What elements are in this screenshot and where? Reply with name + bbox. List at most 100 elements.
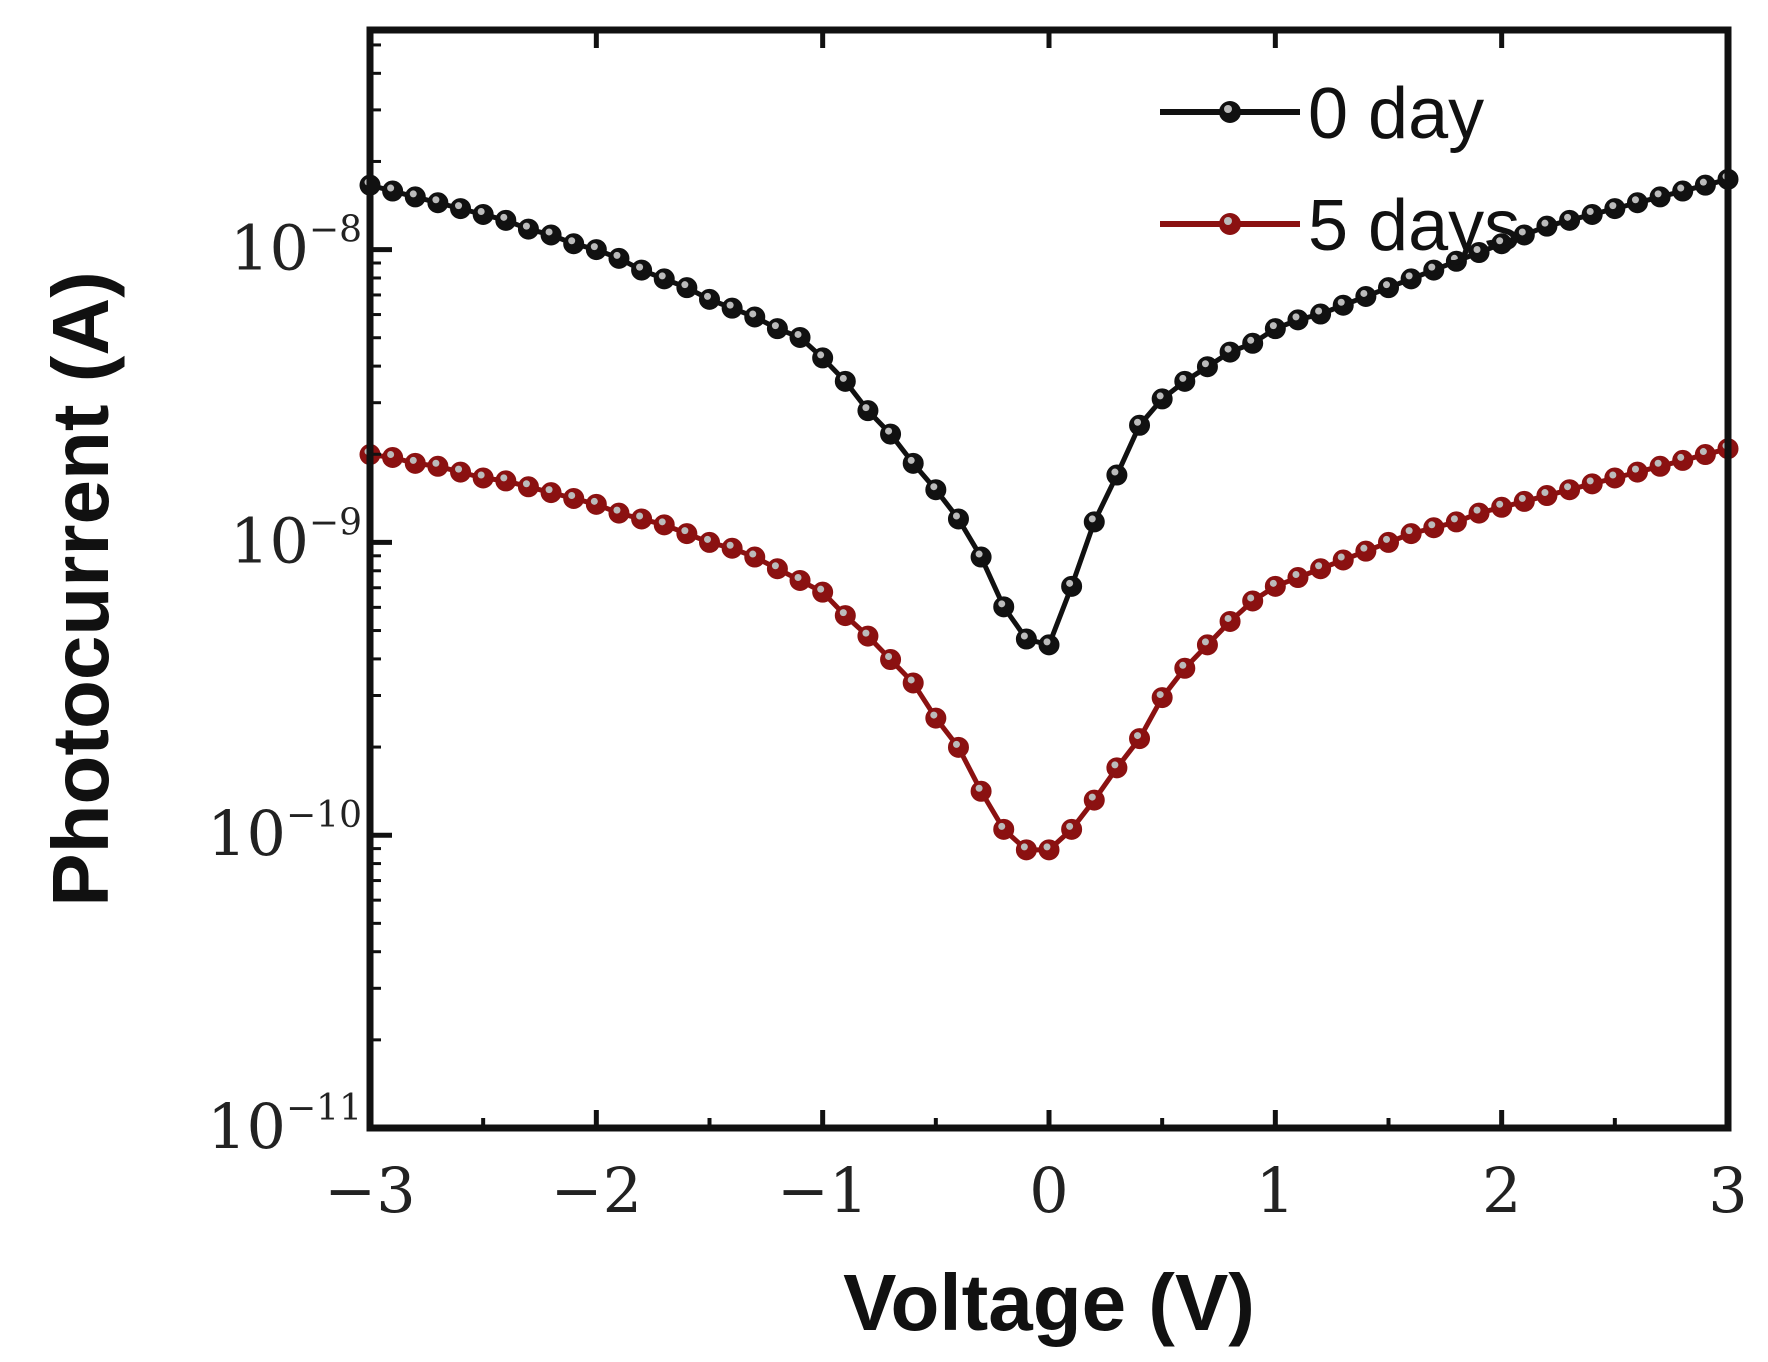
- data-point-highlight: [1428, 521, 1436, 529]
- y-tick-exponent: −11: [286, 1088, 362, 1129]
- data-point: [1038, 839, 1060, 861]
- data-point-highlight: [1541, 489, 1549, 497]
- data-point-highlight: [817, 351, 825, 359]
- data-point: [563, 487, 585, 509]
- data-point: [1581, 203, 1603, 225]
- data-point-highlight: [1066, 822, 1074, 830]
- data-point: [1038, 634, 1060, 656]
- data-point: [1129, 414, 1151, 436]
- x-tick-label: 3: [1708, 1154, 1747, 1227]
- data-point-highlight: [1224, 614, 1232, 622]
- data-point-highlight: [1496, 500, 1504, 508]
- y-tick-label: 10−10: [207, 795, 362, 870]
- data-point-highlight: [1518, 494, 1526, 502]
- legend-item: 5 days: [1160, 186, 1520, 266]
- data-point: [1332, 549, 1354, 571]
- y-tick-base: 10: [207, 1090, 286, 1163]
- data-point-highlight: [1269, 579, 1277, 587]
- data-point: [1106, 757, 1128, 779]
- data-point: [1423, 517, 1445, 539]
- x-tick-label: 0: [1029, 1154, 1068, 1227]
- data-point: [1649, 455, 1671, 477]
- data-point-highlight: [794, 330, 802, 338]
- data-point: [653, 514, 675, 536]
- data-point: [1604, 198, 1626, 220]
- data-point-highlight: [1088, 793, 1096, 801]
- data-point: [834, 605, 856, 627]
- data-point: [1536, 215, 1558, 237]
- data-point: [585, 493, 607, 515]
- data-point-highlight: [1360, 544, 1368, 552]
- data-point-highlight: [1677, 184, 1685, 192]
- data-point: [1061, 575, 1083, 597]
- data-point-highlight: [1134, 418, 1142, 426]
- data-point: [517, 218, 539, 240]
- data-point-highlight: [1654, 459, 1662, 467]
- data-point: [404, 186, 426, 208]
- x-tick-label: −3: [324, 1154, 415, 1227]
- data-point: [1219, 610, 1241, 632]
- data-point-highlight: [1292, 571, 1300, 579]
- data-point-highlight: [1315, 307, 1323, 315]
- data-point: [1015, 839, 1037, 861]
- data-point: [1491, 496, 1513, 518]
- data-point-highlight: [1043, 638, 1051, 646]
- data-point-highlight: [1134, 732, 1142, 740]
- data-point-highlight: [1654, 190, 1662, 198]
- data-point: [721, 537, 743, 559]
- data-point-highlight: [1066, 579, 1074, 587]
- data-point: [540, 224, 562, 246]
- data-point-highlight: [636, 263, 644, 271]
- data-point: [1445, 511, 1467, 533]
- data-point-highlight: [952, 740, 960, 748]
- data-point-highlight: [545, 486, 553, 494]
- y-tick-label: 10−11: [207, 1088, 362, 1163]
- legend: 0 day 5 days: [1160, 74, 1520, 266]
- data-point: [1242, 590, 1264, 612]
- data-point-highlight: [1586, 207, 1594, 215]
- data-point-highlight: [862, 404, 870, 412]
- data-point-highlight: [975, 550, 983, 558]
- x-tick-label: 1: [1256, 1154, 1295, 1227]
- data-point: [472, 203, 494, 225]
- series-layer: [359, 168, 1739, 861]
- data-point: [1468, 242, 1490, 264]
- data-point-highlight: [998, 600, 1006, 608]
- data-point: [1672, 449, 1694, 471]
- data-point: [1287, 567, 1309, 589]
- data-point-highlight: [1292, 313, 1300, 321]
- data-point-highlight: [1541, 219, 1549, 227]
- y-tick-label: 10−9: [230, 502, 362, 577]
- data-point-highlight: [1020, 843, 1028, 851]
- data-point: [880, 649, 902, 671]
- data-point-highlight: [771, 562, 779, 570]
- data-point-highlight: [1020, 632, 1028, 640]
- data-point-highlight: [1179, 661, 1187, 669]
- data-point-highlight: [1564, 213, 1572, 221]
- y-tick-exponent: −8: [309, 210, 362, 251]
- data-point-highlight: [794, 573, 802, 581]
- data-point: [766, 558, 788, 580]
- data-point-highlight: [545, 228, 553, 236]
- data-point-highlight: [658, 272, 666, 280]
- data-point: [993, 818, 1015, 840]
- x-axis-title: Voltage (V): [843, 1258, 1255, 1347]
- data-point: [857, 400, 879, 422]
- data-point-highlight: [1088, 515, 1096, 523]
- data-point-highlight: [1337, 553, 1345, 561]
- data-point-highlight: [704, 535, 711, 543]
- data-point: [970, 546, 992, 568]
- data-point: [1355, 540, 1377, 562]
- y-axis-title: Photocurrent (A): [36, 271, 125, 907]
- data-point-highlight: [726, 541, 734, 549]
- data-point-highlight: [681, 281, 689, 289]
- data-point: [789, 326, 811, 348]
- data-point: [1491, 233, 1513, 255]
- data-point-highlight: [907, 676, 915, 684]
- data-point: [404, 452, 426, 474]
- data-point: [1310, 558, 1332, 580]
- data-point-highlight: [590, 497, 598, 505]
- data-point: [427, 455, 449, 477]
- data-point-highlight: [1201, 638, 1209, 646]
- data-point: [1445, 250, 1467, 272]
